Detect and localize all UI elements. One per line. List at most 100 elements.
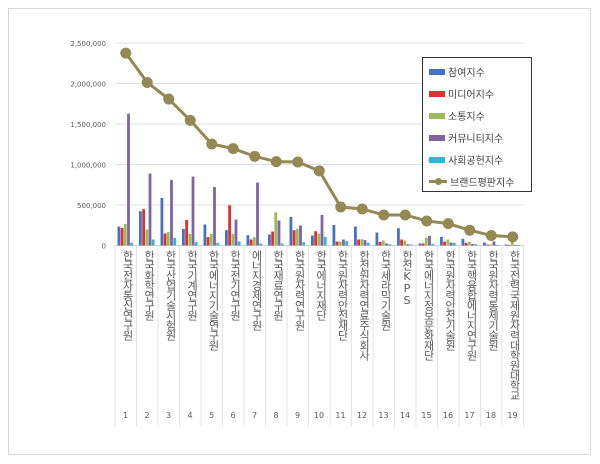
bar-0-2 [160,197,164,246]
category-label: 한국기계연구원 [185,250,199,320]
bar-4-3 [194,242,198,246]
bar-0-14 [418,243,422,246]
bar-0-5 [225,230,228,246]
bar-4-13 [409,244,413,246]
rank-label: 4 [187,411,193,420]
category-label: 한국전력국제원자력대학원대학교 [508,250,521,400]
bar-2-4 [209,233,213,246]
rank-label: 13 [378,411,389,420]
bar-1-3 [185,219,188,246]
bar-4-14 [431,243,435,246]
brand-point-9 [313,165,325,177]
category-label: 한국핵융합에너지연구원 [465,250,478,360]
bar-4-0 [130,242,134,246]
y-tick-label: 1,500,000 [70,121,106,129]
legend-item: 소통지수 [429,108,485,123]
bar-1-7 [271,231,274,246]
category-label: 한전KPS [400,250,414,306]
bar-1-16 [464,242,468,246]
bar-0-6 [246,235,250,246]
bar-1-10 [335,241,339,246]
bar-3-12 [385,243,388,246]
bar-4-7 [280,243,284,246]
bar-2-13 [403,240,407,246]
bar-1-6 [249,239,253,246]
category-label: 한국화학연구원 [142,250,156,320]
bar-1-9 [314,231,317,246]
legend-label: 미디어지수 [448,90,494,101]
bar-1-11 [357,239,360,246]
bar-0-13 [397,228,400,246]
rank-label: 8 [273,411,279,420]
bar-2-7 [274,212,278,246]
bar-3-14 [428,235,431,246]
rank-label: 16 [442,411,454,420]
bar-2-0 [123,223,127,246]
bar-0-10 [332,224,336,246]
bar-0-8 [289,216,293,246]
brand-point-3 [184,114,196,126]
brand-point-11 [356,203,368,215]
category-label: 한국원자력안전재단 [336,250,349,340]
bar-3-13 [406,244,410,246]
bar-2-3 [188,233,192,246]
category-label: 한국세라믹기술원 [379,250,392,330]
bar-2-8 [295,228,299,246]
rank-label: 1 [122,411,129,420]
bar-4-6 [259,243,263,246]
rank-label: 6 [230,411,236,420]
bar-0-7 [268,234,271,246]
bar-4-18 [517,244,521,246]
bar-2-14 [424,237,428,246]
bar-1-5 [228,205,231,246]
bar-4-1 [151,239,155,246]
y-tick-label: 500,000 [77,202,106,210]
bar-2-10 [338,241,342,246]
category-label: 한국원자력안전기술원 [443,250,457,350]
bar-0-1 [139,211,142,246]
brand-point-12 [378,209,390,221]
bar-4-16 [474,244,478,246]
bar-3-10 [342,239,345,246]
category-label: 에너지경제연구원 [250,250,263,330]
category-label: 한전원자력연료주식회사 [357,250,371,360]
chart-frame [8,8,591,455]
bar-1-0 [120,227,124,246]
bar-2-9 [317,233,321,246]
bar-1-8 [292,230,296,246]
legend-item: 참여지수 [429,64,485,79]
brand-point-13 [399,209,411,221]
legend-item: 미디어지수 [429,86,494,101]
rank-label: 17 [464,411,475,420]
rank-label: 18 [485,411,497,420]
legend-label: 커뮤니티지수 [448,134,504,145]
legend-item: 브랜드평판지수 [429,174,514,189]
bar-3-6 [256,182,259,246]
category-label: 한국에너지정보문화재단 [422,250,435,360]
bar-1-1 [142,209,145,246]
bar-4-10 [345,240,349,246]
bar-3-15 [449,242,453,246]
bar-1-12 [378,241,382,246]
bar-4-12 [388,244,392,246]
bar-4-17 [495,244,499,246]
bar-2-11 [360,239,364,246]
rank-label: 10 [313,411,325,420]
category-label: 한국원자력연구원 [293,250,306,330]
bar-2-15 [446,239,450,246]
bar-1-2 [163,233,167,246]
legend-line-swatch [429,177,447,185]
category-label: 한국전자통신연구원 [121,250,134,340]
bar-3-7 [277,220,281,246]
bar-0-17 [483,242,486,246]
brand-point-8 [292,156,304,168]
bar-3-0 [127,113,130,246]
bar-2-6 [252,237,256,246]
bar-3-5 [234,219,238,246]
bar-4-4 [216,242,220,246]
brand-point-17 [485,230,497,242]
rank-label: 3 [165,411,172,420]
rank-label: 11 [335,411,346,420]
bar-1-15 [443,241,446,246]
rank-label: 14 [399,411,411,420]
